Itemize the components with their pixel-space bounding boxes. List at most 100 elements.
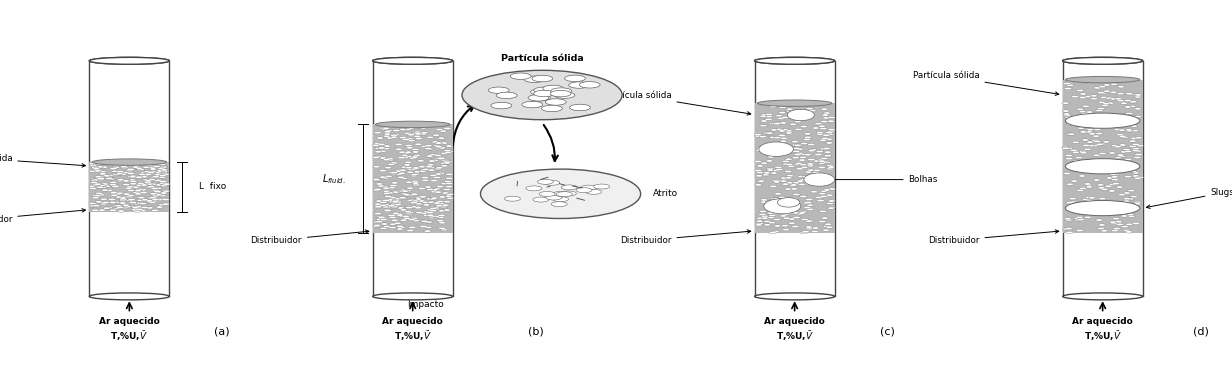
- Circle shape: [786, 108, 793, 110]
- Circle shape: [400, 219, 408, 221]
- Circle shape: [410, 206, 418, 208]
- Circle shape: [1133, 203, 1141, 205]
- Circle shape: [152, 209, 159, 212]
- Circle shape: [1130, 101, 1137, 103]
- Circle shape: [1132, 172, 1140, 174]
- Circle shape: [145, 186, 153, 188]
- Circle shape: [405, 206, 413, 209]
- Circle shape: [785, 212, 792, 214]
- Circle shape: [388, 171, 395, 174]
- Text: Bolhas: Bolhas: [823, 175, 938, 184]
- Circle shape: [127, 189, 134, 192]
- Circle shape: [383, 192, 391, 195]
- Circle shape: [403, 152, 410, 154]
- Circle shape: [432, 207, 440, 209]
- Circle shape: [1129, 140, 1136, 142]
- Circle shape: [373, 166, 381, 168]
- Circle shape: [110, 192, 117, 195]
- Circle shape: [383, 225, 391, 228]
- Circle shape: [405, 207, 413, 209]
- Circle shape: [421, 132, 429, 134]
- Circle shape: [807, 220, 814, 222]
- Circle shape: [424, 230, 431, 232]
- Circle shape: [375, 203, 382, 205]
- Circle shape: [1080, 213, 1088, 215]
- Circle shape: [428, 215, 435, 218]
- Circle shape: [828, 188, 835, 190]
- Circle shape: [434, 168, 441, 170]
- Circle shape: [813, 160, 821, 162]
- Circle shape: [770, 145, 777, 147]
- Circle shape: [1076, 230, 1083, 232]
- Circle shape: [121, 163, 128, 165]
- Circle shape: [816, 196, 823, 199]
- Circle shape: [376, 218, 383, 221]
- Circle shape: [94, 170, 101, 172]
- Circle shape: [814, 177, 822, 180]
- Circle shape: [564, 75, 585, 82]
- Circle shape: [392, 205, 399, 207]
- Circle shape: [1135, 94, 1142, 96]
- Circle shape: [1098, 108, 1105, 110]
- Circle shape: [800, 156, 807, 158]
- Circle shape: [145, 201, 153, 203]
- Circle shape: [148, 197, 155, 200]
- Circle shape: [774, 169, 781, 172]
- Circle shape: [569, 82, 590, 88]
- Circle shape: [441, 152, 448, 155]
- Circle shape: [1094, 124, 1101, 127]
- Circle shape: [1090, 95, 1098, 97]
- Circle shape: [414, 135, 421, 138]
- Circle shape: [1085, 111, 1093, 113]
- Circle shape: [391, 162, 398, 164]
- Circle shape: [1094, 128, 1101, 131]
- Circle shape: [413, 154, 420, 157]
- Circle shape: [378, 143, 386, 146]
- Circle shape: [382, 186, 389, 188]
- Circle shape: [434, 145, 441, 147]
- Circle shape: [139, 203, 147, 205]
- Circle shape: [415, 196, 423, 198]
- Circle shape: [404, 164, 411, 166]
- Circle shape: [404, 211, 411, 213]
- Circle shape: [1074, 118, 1082, 120]
- Circle shape: [770, 106, 777, 108]
- Circle shape: [92, 196, 100, 199]
- Circle shape: [446, 197, 453, 199]
- Circle shape: [806, 228, 813, 230]
- Circle shape: [400, 193, 408, 195]
- Circle shape: [1094, 162, 1101, 164]
- Circle shape: [92, 204, 100, 207]
- Circle shape: [526, 186, 542, 191]
- Circle shape: [420, 212, 428, 215]
- Circle shape: [106, 174, 113, 177]
- Circle shape: [398, 190, 405, 192]
- Circle shape: [1085, 160, 1093, 162]
- Circle shape: [1076, 211, 1083, 213]
- Circle shape: [800, 211, 807, 213]
- Circle shape: [148, 201, 155, 204]
- Circle shape: [163, 190, 170, 192]
- Circle shape: [801, 142, 808, 145]
- Circle shape: [1072, 209, 1079, 211]
- Circle shape: [129, 176, 137, 179]
- Circle shape: [796, 162, 803, 165]
- Circle shape: [827, 202, 834, 204]
- Circle shape: [772, 211, 780, 213]
- Circle shape: [786, 111, 793, 113]
- Circle shape: [118, 180, 126, 182]
- Circle shape: [158, 204, 165, 206]
- Circle shape: [1121, 114, 1129, 116]
- Circle shape: [128, 179, 136, 181]
- Text: Ar aquecido: Ar aquecido: [382, 317, 444, 326]
- Circle shape: [425, 226, 432, 228]
- Circle shape: [437, 214, 445, 217]
- Circle shape: [150, 200, 158, 202]
- Circle shape: [414, 171, 421, 173]
- Circle shape: [159, 166, 166, 169]
- Circle shape: [796, 168, 803, 170]
- Circle shape: [1062, 228, 1069, 230]
- Circle shape: [766, 146, 774, 149]
- Circle shape: [1111, 179, 1119, 181]
- Circle shape: [441, 142, 448, 144]
